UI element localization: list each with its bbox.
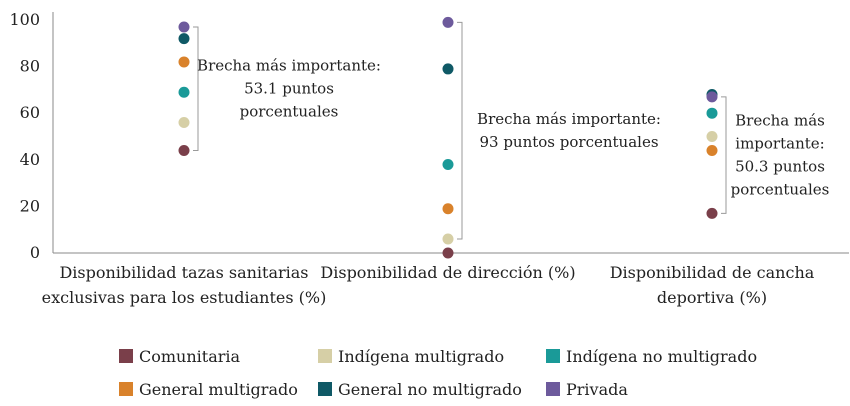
data-point [442, 63, 454, 75]
data-point [706, 91, 718, 103]
data-point [178, 56, 190, 68]
x-category-label: deportiva (%) [657, 288, 767, 307]
data-point [442, 203, 454, 215]
gap-annotation-text: porcentuales [240, 103, 339, 121]
data-point [706, 107, 718, 119]
y-tick-label: 80 [20, 57, 40, 76]
data-point [178, 21, 190, 33]
legend-swatch [119, 349, 133, 363]
data-point [706, 131, 718, 142]
y-tick-label: 100 [9, 10, 40, 29]
y-tick-label: 20 [20, 196, 40, 215]
gap-annotation-text: 53.1 puntos [244, 80, 334, 98]
gap-annotation-text: Brecha más importante: [477, 110, 661, 128]
legend-label: General no multigrado [338, 380, 522, 399]
data-point [178, 144, 190, 156]
gap-bracket [193, 26, 199, 151]
legend-label: Indígena no multigrado [566, 347, 757, 366]
gap-annotation-text: Brecha más importante: [197, 57, 381, 75]
legend-label: Comunitaria [139, 347, 241, 366]
x-category-label: Disponibilidad de dirección (%) [320, 263, 575, 282]
gap-bracket [457, 21, 463, 240]
gap-annotation-text: 93 puntos porcentuales [479, 133, 658, 151]
data-point [442, 247, 454, 259]
data-point [706, 144, 718, 156]
y-tick-label: 0 [30, 243, 40, 262]
x-category-label: Disponibilidad de cancha [610, 263, 815, 282]
x-category-label: exclusivas para los estudiantes (%) [42, 288, 327, 307]
data-point [178, 86, 190, 98]
gap-bracket [721, 96, 727, 214]
gap-annotation-text: 50.3 puntos [735, 158, 825, 176]
gap-annotation-text: importante: [735, 135, 824, 153]
gap-annotation-text: Brecha más [735, 112, 825, 130]
data-point [178, 33, 190, 45]
legend-swatch [546, 382, 560, 396]
x-category-label: Disponibilidad tazas sanitarias [59, 263, 308, 282]
gap-annotation-text: porcentuales [731, 181, 830, 199]
data-point [442, 233, 454, 245]
legend-label: Privada [566, 380, 628, 399]
data-point [442, 16, 454, 28]
legend-swatch [119, 382, 133, 396]
legend-swatch [546, 349, 560, 363]
data-point [706, 207, 718, 219]
data-point [178, 117, 190, 129]
legend-swatch [318, 382, 332, 396]
legend-label: General multigrado [139, 380, 298, 399]
y-tick-label: 40 [20, 150, 40, 169]
legend-swatch [318, 349, 332, 363]
y-tick-label: 60 [20, 103, 40, 122]
data-point [442, 158, 454, 170]
legend-label: Indígena multigrado [338, 347, 504, 366]
